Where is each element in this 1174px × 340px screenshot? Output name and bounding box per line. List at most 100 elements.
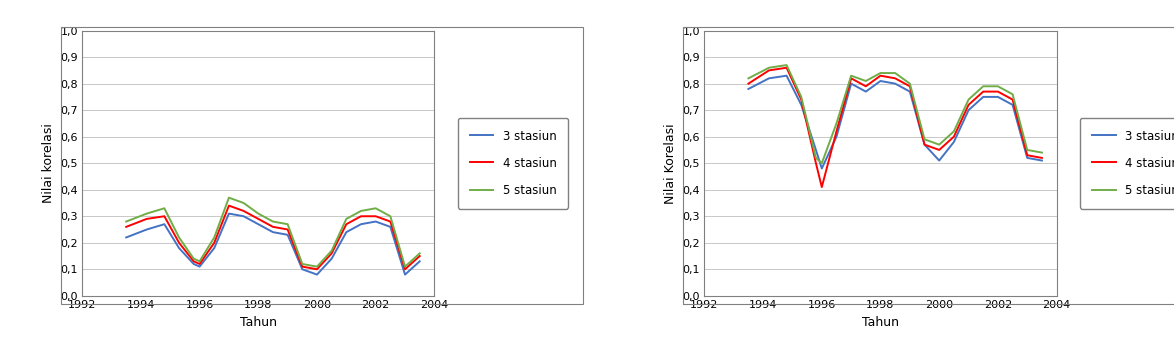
4 stasiun xyxy=(946,135,960,139)
3 stasiun xyxy=(889,82,903,86)
3 stasiun xyxy=(157,222,171,226)
3 stasiun xyxy=(140,227,154,232)
4 stasiun xyxy=(157,214,171,218)
5 stasiun xyxy=(844,74,858,78)
4 stasiun xyxy=(780,66,794,70)
3 stasiun xyxy=(946,140,960,144)
5 stasiun xyxy=(829,121,843,125)
4 stasiun xyxy=(976,89,990,94)
3 stasiun xyxy=(1020,156,1034,160)
4 stasiun xyxy=(829,129,843,133)
3 stasiun xyxy=(120,235,134,239)
3 stasiun xyxy=(251,222,265,226)
4 stasiun xyxy=(889,76,903,80)
5 stasiun xyxy=(383,214,397,218)
4 stasiun xyxy=(794,98,808,102)
3 stasiun xyxy=(236,214,250,218)
4 stasiun xyxy=(858,84,872,88)
5 stasiun xyxy=(413,251,427,255)
Line: 4 stasiun: 4 stasiun xyxy=(749,68,1043,187)
5 stasiun xyxy=(310,265,324,269)
4 stasiun xyxy=(815,185,829,189)
4 stasiun xyxy=(281,227,295,232)
5 stasiun xyxy=(873,71,888,75)
3 stasiun xyxy=(353,222,367,226)
3 stasiun xyxy=(383,225,397,229)
4 stasiun xyxy=(171,241,185,245)
5 stasiun xyxy=(157,206,171,210)
X-axis label: Tahun: Tahun xyxy=(239,316,277,328)
3 stasiun xyxy=(903,89,917,94)
4 stasiun xyxy=(962,103,976,107)
5 stasiun xyxy=(1035,151,1050,155)
4 stasiun xyxy=(222,204,236,208)
4 stasiun xyxy=(903,84,917,88)
4 stasiun xyxy=(918,142,932,147)
3 stasiun xyxy=(991,95,1005,99)
3 stasiun xyxy=(762,76,776,80)
3 stasiun xyxy=(187,262,201,266)
X-axis label: Tahun: Tahun xyxy=(862,316,899,328)
3 stasiun xyxy=(413,259,427,264)
5 stasiun xyxy=(266,220,281,224)
5 stasiun xyxy=(369,206,383,210)
4 stasiun xyxy=(1005,98,1019,102)
3 stasiun xyxy=(266,230,281,234)
5 stasiun xyxy=(353,209,367,213)
3 stasiun xyxy=(339,230,353,234)
Line: 5 stasiun: 5 stasiun xyxy=(127,198,420,267)
5 stasiun xyxy=(120,220,134,224)
Y-axis label: Nilai korelasi: Nilai korelasi xyxy=(42,123,55,203)
4 stasiun xyxy=(140,217,154,221)
5 stasiun xyxy=(296,262,310,266)
Line: 4 stasiun: 4 stasiun xyxy=(127,206,420,269)
4 stasiun xyxy=(1035,156,1050,160)
3 stasiun xyxy=(398,273,412,277)
4 stasiun xyxy=(353,214,367,218)
5 stasiun xyxy=(991,84,1005,88)
3 stasiun xyxy=(207,246,221,250)
4 stasiun xyxy=(207,241,221,245)
3 stasiun xyxy=(918,142,932,147)
3 stasiun xyxy=(742,87,756,91)
3 stasiun xyxy=(310,273,324,277)
5 stasiun xyxy=(281,222,295,226)
Line: 3 stasiun: 3 stasiun xyxy=(127,214,420,275)
4 stasiun xyxy=(120,225,134,229)
Legend: 3 stasiun, 4 stasiun, 5 stasiun: 3 stasiun, 4 stasiun, 5 stasiun xyxy=(458,118,568,209)
Y-axis label: Nilai Korelasi: Nilai Korelasi xyxy=(664,123,677,204)
5 stasiun xyxy=(962,98,976,102)
5 stasiun xyxy=(918,137,932,141)
4 stasiun xyxy=(369,214,383,218)
4 stasiun xyxy=(187,259,201,264)
5 stasiun xyxy=(932,142,946,147)
3 stasiun xyxy=(296,267,310,271)
3 stasiun xyxy=(369,220,383,224)
5 stasiun xyxy=(809,156,823,160)
4 stasiun xyxy=(383,220,397,224)
3 stasiun xyxy=(815,167,829,171)
5 stasiun xyxy=(976,84,990,88)
3 stasiun xyxy=(962,108,976,112)
5 stasiun xyxy=(858,79,872,83)
5 stasiun xyxy=(815,161,829,165)
4 stasiun xyxy=(193,262,207,266)
3 stasiun xyxy=(1005,103,1019,107)
3 stasiun xyxy=(1035,158,1050,163)
3 stasiun xyxy=(809,148,823,152)
5 stasiun xyxy=(794,95,808,99)
5 stasiun xyxy=(742,76,756,80)
5 stasiun xyxy=(171,235,185,239)
3 stasiun xyxy=(829,135,843,139)
5 stasiun xyxy=(339,217,353,221)
4 stasiun xyxy=(339,222,353,226)
5 stasiun xyxy=(1005,92,1019,96)
3 stasiun xyxy=(222,211,236,216)
4 stasiun xyxy=(991,89,1005,94)
3 stasiun xyxy=(932,158,946,163)
3 stasiun xyxy=(858,89,872,94)
5 stasiun xyxy=(251,211,265,216)
4 stasiun xyxy=(413,254,427,258)
4 stasiun xyxy=(310,267,324,271)
3 stasiun xyxy=(976,95,990,99)
